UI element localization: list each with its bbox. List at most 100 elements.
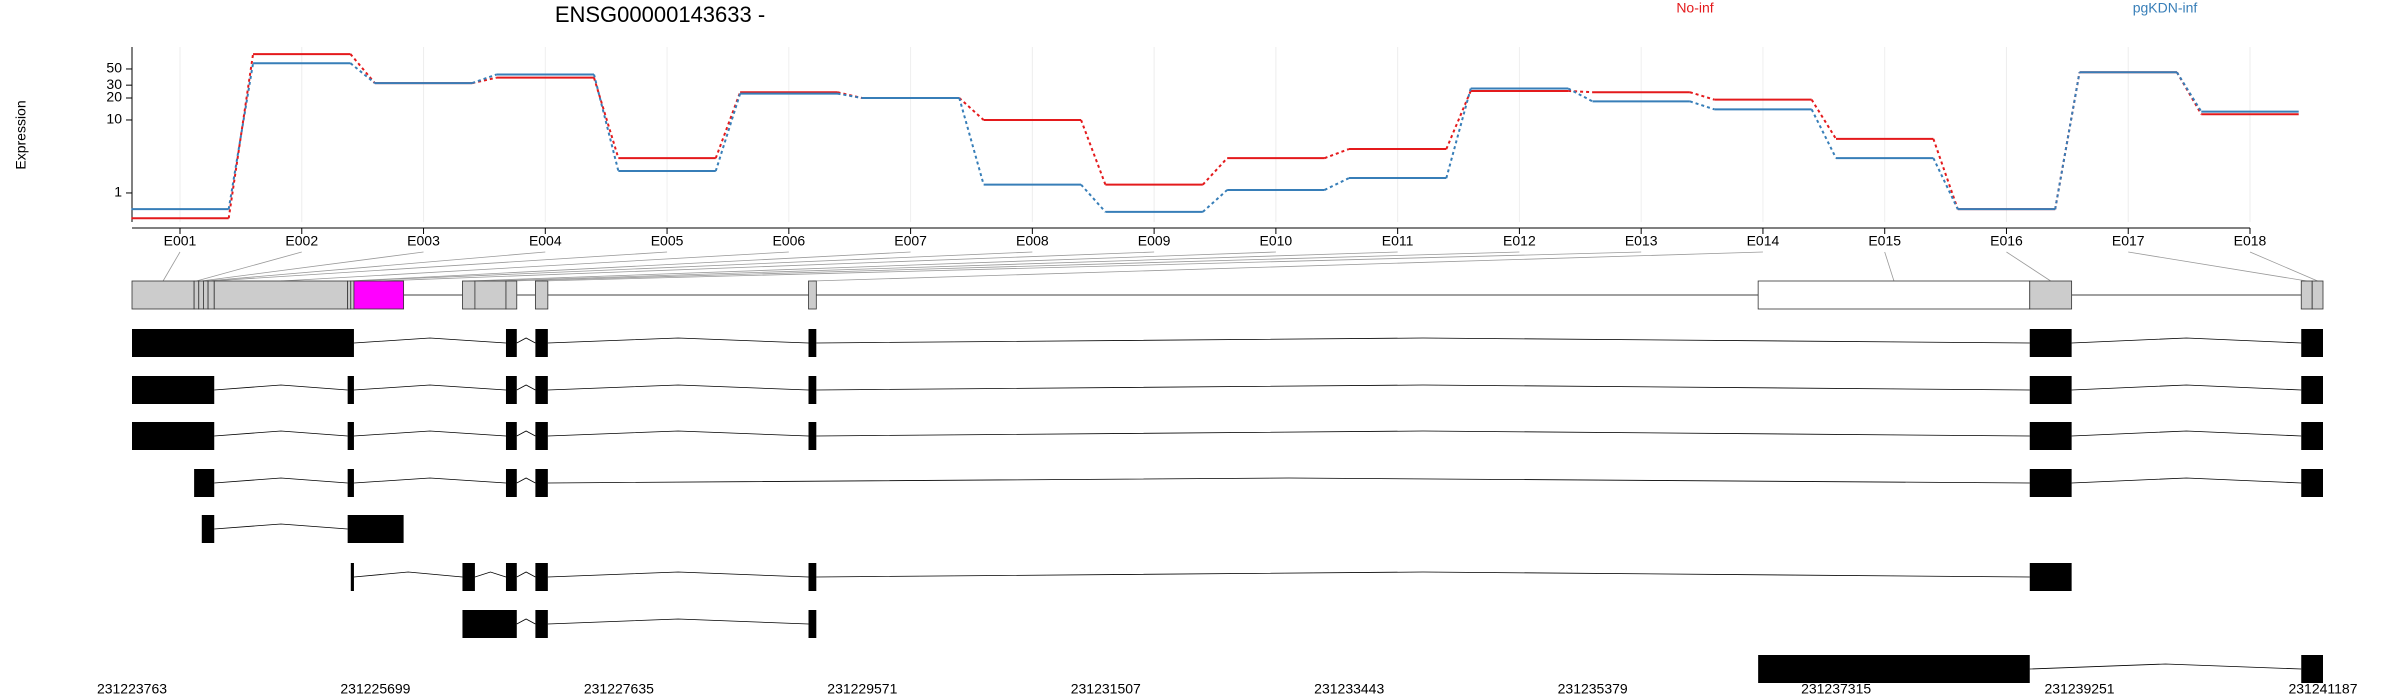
genomic-tick-label: 231231507 — [1071, 681, 1141, 697]
transcript-exon — [535, 329, 548, 357]
x-tick-label: E007 — [894, 233, 927, 249]
intron — [547, 477, 2030, 484]
connector — [1080, 119, 1107, 185]
genomic-tick-label: 231235379 — [1558, 681, 1628, 697]
transcript-exon — [2301, 469, 2323, 497]
intron — [547, 337, 809, 344]
transcript-exon — [347, 376, 354, 404]
exon-link — [162, 251, 181, 282]
connector — [227, 63, 255, 210]
exon-bin — [1757, 280, 2031, 310]
intron — [547, 384, 809, 391]
exon-link — [378, 251, 1155, 282]
x-tick-label: E006 — [772, 233, 805, 249]
exon-link — [349, 251, 911, 282]
intron — [516, 618, 536, 625]
y-axis-label: Expression — [13, 100, 29, 169]
transcript-exon — [2301, 655, 2323, 683]
transcript-exon — [2301, 329, 2323, 357]
intron — [353, 337, 506, 344]
intron — [353, 477, 506, 484]
exon-bin — [2029, 280, 2073, 310]
intron — [816, 571, 2030, 578]
exon-link — [211, 251, 668, 282]
connector — [837, 92, 863, 99]
x-tick-label: E010 — [1260, 233, 1293, 249]
transcript-exon — [347, 515, 404, 543]
connector — [1445, 88, 1472, 179]
x-tick-label: E008 — [1016, 233, 1049, 249]
exon-bin — [203, 280, 209, 310]
y-tick-label: 1 — [114, 184, 122, 200]
connector — [1932, 157, 1959, 210]
connector — [1689, 91, 1715, 101]
transcript-exon — [535, 563, 548, 591]
exon-link — [2128, 251, 2307, 282]
x-tick-label: E017 — [2112, 233, 2145, 249]
connector — [2054, 72, 2081, 210]
connector — [1810, 99, 1837, 140]
transcript-exon — [132, 329, 354, 357]
intron — [474, 571, 507, 578]
genomic-tick-label: 231233443 — [1314, 681, 1384, 697]
intron — [516, 384, 536, 391]
exon-link — [812, 251, 1763, 282]
genomic-tick-label: 231241187 — [2288, 681, 2357, 697]
exon-bin — [462, 280, 476, 310]
connector — [1568, 89, 1593, 94]
transcript-exon — [1758, 655, 2030, 683]
x-tick-label: E013 — [1625, 233, 1658, 249]
transcript-exon — [347, 469, 354, 497]
connector — [1810, 108, 1837, 159]
y-tick-label: 20 — [106, 89, 122, 105]
transcript-exon — [808, 422, 817, 450]
transcript-exon — [347, 422, 354, 450]
x-tick-label: E009 — [1138, 233, 1171, 249]
transcript-exon — [505, 329, 517, 357]
genomic-tick-label: 231229571 — [827, 681, 897, 697]
x-tick-label: E015 — [1868, 233, 1901, 249]
intron — [816, 384, 2030, 391]
transcript-exon — [462, 563, 475, 591]
connector — [1932, 138, 1959, 210]
intron — [214, 430, 348, 437]
exon-link — [201, 251, 424, 282]
x-tick-label: E005 — [651, 233, 684, 249]
intron — [547, 618, 809, 625]
transcript-exon — [505, 469, 517, 497]
exon-link — [511, 251, 1520, 282]
genomic-tick-label: 231237315 — [1801, 681, 1871, 697]
y-tick-label: 10 — [106, 111, 122, 127]
exon-bin — [2300, 280, 2313, 310]
exon-bin — [353, 280, 405, 310]
x-tick-label: E002 — [285, 233, 318, 249]
connector — [1324, 148, 1350, 160]
exon-link — [490, 251, 1398, 282]
exon-bin — [474, 280, 507, 310]
connector — [1324, 177, 1350, 191]
exon-bin — [193, 280, 200, 310]
connector — [593, 77, 620, 159]
x-tick-label: E003 — [407, 233, 440, 249]
exon-bin — [350, 280, 355, 310]
transcript-exon — [2029, 376, 2072, 404]
transcript-exon — [808, 610, 817, 638]
exon-link — [205, 251, 546, 282]
x-tick-label: E004 — [529, 233, 562, 249]
intron — [2071, 384, 2302, 391]
intron — [816, 337, 2030, 344]
exon-bin — [808, 280, 817, 310]
connector — [349, 53, 376, 84]
y-tick-label: 30 — [106, 76, 122, 92]
exon-bin — [213, 280, 349, 310]
exon-link — [2006, 251, 2051, 282]
intron — [516, 571, 536, 578]
intron — [214, 477, 348, 484]
transcript-exon — [2029, 563, 2072, 591]
connector — [1445, 90, 1472, 150]
transcript-exon — [2301, 422, 2323, 450]
transcript-exon — [350, 563, 354, 591]
connector — [1202, 189, 1228, 213]
transcript-exon — [808, 563, 817, 591]
genomic-tick-label: 231225699 — [340, 681, 410, 697]
